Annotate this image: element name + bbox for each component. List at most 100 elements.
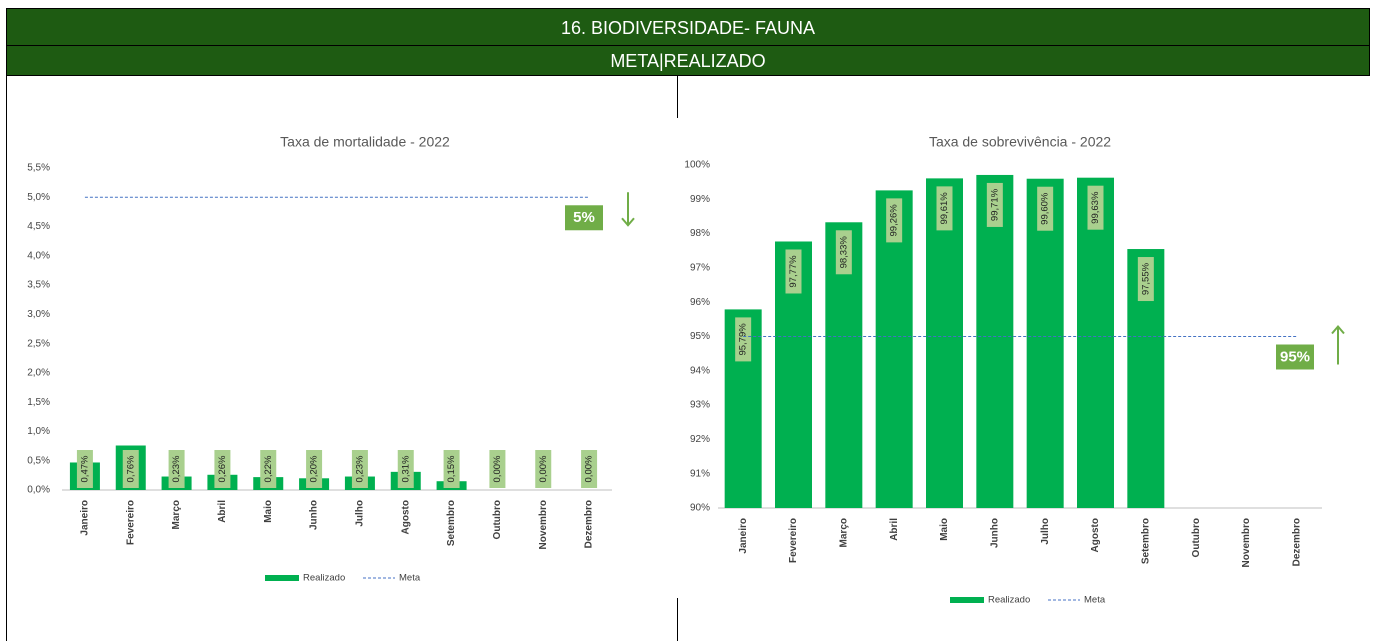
y-tick-label: 5,5%	[27, 163, 50, 174]
y-tick-label: 2,5%	[27, 338, 50, 349]
value-label: 0,20%	[309, 455, 320, 482]
x-tick-label: Novembro	[538, 500, 549, 549]
value-label: 0,26%	[217, 455, 228, 482]
y-tick-label: 0,0%	[27, 485, 50, 496]
value-label-box	[1087, 185, 1104, 230]
arrow	[1331, 324, 1345, 365]
value-label-box	[443, 450, 460, 488]
x-tick-label: Julho	[355, 500, 366, 527]
bar	[1026, 178, 1064, 508]
value-label-box	[835, 230, 852, 275]
value-label: 98,33%	[838, 236, 849, 269]
y-tick-label: 93%	[690, 400, 710, 411]
x-tick-label: Fevereiro	[125, 500, 136, 545]
arrow	[621, 192, 635, 227]
legend-swatch	[950, 597, 984, 603]
value-label-box	[1037, 186, 1054, 231]
y-tick-label: 3,5%	[27, 280, 50, 291]
bar	[1077, 177, 1114, 509]
value-label: 0,47%	[79, 455, 90, 482]
x-tick-label: Dezembro	[584, 500, 595, 548]
x-tick-label: Outubro	[492, 500, 503, 539]
bar	[976, 174, 1014, 508]
value-label-box	[886, 198, 903, 243]
chart-title: Taxa de sobrevivência - 2022	[929, 134, 1111, 150]
y-tick-label: 97%	[690, 263, 710, 274]
value-label: 0,15%	[446, 455, 457, 482]
x-tick-label: Janeiro	[80, 500, 91, 536]
value-label: 99,26%	[889, 204, 900, 237]
value-label-box	[489, 450, 506, 488]
y-tick-label: 98%	[690, 228, 710, 239]
y-tick-label: 96%	[690, 297, 710, 308]
y-tick-label: 94%	[690, 365, 710, 376]
y-tick-label: 99%	[690, 194, 710, 205]
value-label-box	[122, 450, 139, 488]
x-tick-label: Julho	[1040, 518, 1051, 545]
y-tick-label: 1,0%	[27, 426, 50, 437]
value-label-box	[735, 317, 752, 362]
value-label-box	[214, 450, 231, 488]
value-label-box	[986, 182, 1003, 227]
annotation: 95%	[1280, 348, 1310, 365]
x-tick-label: Dezembro	[1291, 518, 1302, 566]
legend-swatch	[265, 575, 299, 581]
legend-label: Meta	[399, 573, 421, 584]
value-label: 0,00%	[492, 455, 503, 482]
value-label: 99,61%	[939, 192, 950, 225]
y-tick-label: 2,0%	[27, 368, 50, 379]
y-tick-label: 95%	[690, 331, 710, 342]
x-tick-label: Junho	[989, 518, 1000, 548]
x-tick-label: Outubro	[1191, 518, 1202, 557]
y-tick-label: 4,5%	[27, 221, 50, 232]
value-label-box	[785, 249, 802, 294]
annotation-box	[565, 205, 603, 231]
value-label: 99,71%	[989, 188, 1000, 221]
y-tick-label: 1,5%	[27, 397, 50, 408]
chart-title: Taxa de mortalidade - 2022	[280, 134, 450, 150]
y-tick-label: 92%	[690, 434, 710, 445]
x-tick-label: Março	[838, 518, 849, 547]
y-tick-label: 90%	[690, 503, 710, 514]
value-label: 99,60%	[1040, 192, 1051, 225]
y-tick-label: 3,0%	[27, 309, 50, 320]
x-tick-label: Abril	[889, 518, 900, 541]
x-tick-label: Março	[171, 500, 182, 529]
value-label: 0,23%	[354, 455, 365, 482]
x-tick-label: Setembro	[1140, 518, 1151, 564]
x-tick-label: Setembro	[446, 500, 457, 546]
value-label-box	[260, 450, 277, 488]
value-label-box	[535, 450, 552, 488]
value-label-box	[397, 450, 414, 488]
x-tick-label: Novembro	[1241, 518, 1252, 567]
legend-label: Meta	[1084, 595, 1106, 606]
value-label: 0,00%	[538, 455, 549, 482]
y-tick-label: 0,5%	[27, 455, 50, 466]
value-label: 99,63%	[1090, 191, 1101, 224]
value-label: 0,22%	[263, 455, 274, 482]
value-label: 0,00%	[584, 455, 595, 482]
x-tick-label: Junho	[309, 500, 320, 530]
y-tick-label: 5,0%	[27, 192, 50, 203]
x-tick-label: Abril	[217, 500, 228, 523]
value-label-box	[76, 450, 93, 488]
bar	[875, 190, 913, 508]
value-label-box	[581, 450, 598, 488]
value-label-box	[351, 450, 368, 488]
header-title: 16. BIODIVERSIDADE- FAUNA	[6, 8, 1370, 46]
value-label: 97,77%	[788, 255, 799, 288]
value-label: 97,55%	[1140, 262, 1151, 295]
value-label: 0,31%	[400, 455, 411, 482]
value-label-box	[168, 450, 185, 488]
value-label-box	[1137, 257, 1154, 302]
annotation: 5%	[573, 209, 595, 226]
x-tick-label: Janeiro	[738, 518, 749, 554]
bar	[926, 178, 963, 508]
annotation-box	[1276, 344, 1314, 370]
value-label: 95,79%	[738, 323, 749, 356]
legend-label: Realizado	[988, 595, 1030, 606]
y-tick-label: 100%	[684, 160, 710, 171]
x-tick-label: Maio	[939, 518, 950, 541]
